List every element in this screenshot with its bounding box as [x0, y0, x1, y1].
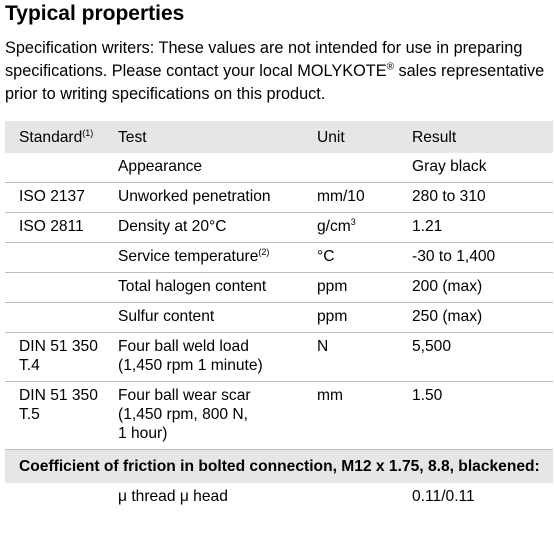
- cell-standard: [5, 153, 118, 183]
- cell-unit: N: [317, 332, 412, 382]
- cell-test: Density at 20°C: [118, 212, 317, 243]
- cell-unit: ppm: [317, 272, 412, 303]
- table-header-row: Standard(1) Test Unit Result: [5, 121, 553, 153]
- cell-result: 5,500: [412, 332, 553, 382]
- cell-result: 1.50: [412, 381, 553, 450]
- cell-unit: [317, 153, 412, 183]
- table-row: DIN 51 350 T.4 Four ball weld load (1,450 …: [5, 332, 553, 382]
- cell-unit: °C: [317, 242, 412, 273]
- header-unit: Unit: [317, 121, 412, 153]
- section-header-row: Coefficient of friction in bolted connec…: [5, 449, 553, 483]
- section-heading: Coefficient of friction in bolted connec…: [5, 449, 553, 483]
- header-test: Test: [118, 121, 317, 153]
- cell-unit: mm/10: [317, 182, 412, 213]
- intro-text: Specification writers: These values are …: [5, 39, 523, 80]
- properties-table: Standard(1) Test Unit Result Appearance …: [5, 121, 553, 512]
- cell-standard: ISO 2811: [5, 212, 118, 243]
- table-row: ISO 2137 Unworked penetration mm/10 280 …: [5, 182, 553, 213]
- table-row: DIN 51 350 T.5 Four ball wear scar (1,450 …: [5, 381, 553, 450]
- footnote-2: (2): [258, 246, 270, 257]
- table-row: μ thread μ head 0.11/0.11: [5, 483, 553, 512]
- cell-unit: mm: [317, 381, 412, 450]
- intro-text-2: sales representative prior to writing sp…: [5, 62, 545, 103]
- cell-test: Unworked penetration: [118, 182, 317, 213]
- page-title: Typical properties: [5, 2, 185, 25]
- table-row: Total halogen content ppm 200 (max): [5, 272, 553, 303]
- cell-standard: DIN 51 350 T.4: [5, 332, 118, 382]
- cell-standard: [5, 483, 118, 512]
- table-row: Sulfur content ppm 250 (max): [5, 302, 553, 333]
- table-row: Appearance Gray black: [5, 153, 553, 183]
- cell-result: 200 (max): [412, 272, 553, 303]
- cell-test: Service temperature(2): [118, 242, 317, 273]
- cell-test: Sulfur content: [118, 302, 317, 333]
- cell-standard: DIN 51 350 T.5: [5, 381, 118, 450]
- cell-test: Four ball weld load (1,450 rpm 1 minute): [118, 332, 317, 382]
- cell-unit: ppm: [317, 302, 412, 333]
- cell-result: -30 to 1,400: [412, 242, 553, 273]
- registered-mark: ®: [386, 61, 394, 73]
- cell-result: 0.11/0.11: [412, 488, 475, 505]
- header-result: Result: [412, 121, 553, 153]
- cell-test: Total halogen content: [118, 272, 317, 303]
- cell-result: 250 (max): [412, 302, 553, 333]
- cell-result: 1.21: [412, 212, 553, 243]
- cell-test: Appearance: [118, 158, 203, 175]
- cell-unit: [317, 483, 412, 512]
- intro-paragraph: Specification writers: These values are …: [5, 37, 553, 106]
- cell-result: Gray black: [412, 158, 487, 175]
- table-row: ISO 2811 Density at 20°C g/cm3 1.21: [5, 212, 553, 243]
- unit-superscript: 3: [350, 216, 356, 227]
- footnote-1: (1): [82, 127, 94, 138]
- cell-unit: g/cm3: [317, 212, 412, 243]
- cell-result: 280 to 310: [412, 182, 553, 213]
- table-row: Service temperature(2) °C -30 to 1,400: [5, 242, 553, 273]
- cell-standard: ISO 2137: [5, 182, 118, 213]
- cell-test: Four ball wear scar (1,450 rpm, 800 N, 1 h…: [118, 381, 317, 450]
- cell-standard: [5, 302, 118, 333]
- cell-standard: [5, 272, 118, 303]
- header-standard: Standard(1): [5, 121, 118, 153]
- cell-standard: [5, 242, 118, 273]
- cell-test: μ thread μ head: [118, 488, 228, 505]
